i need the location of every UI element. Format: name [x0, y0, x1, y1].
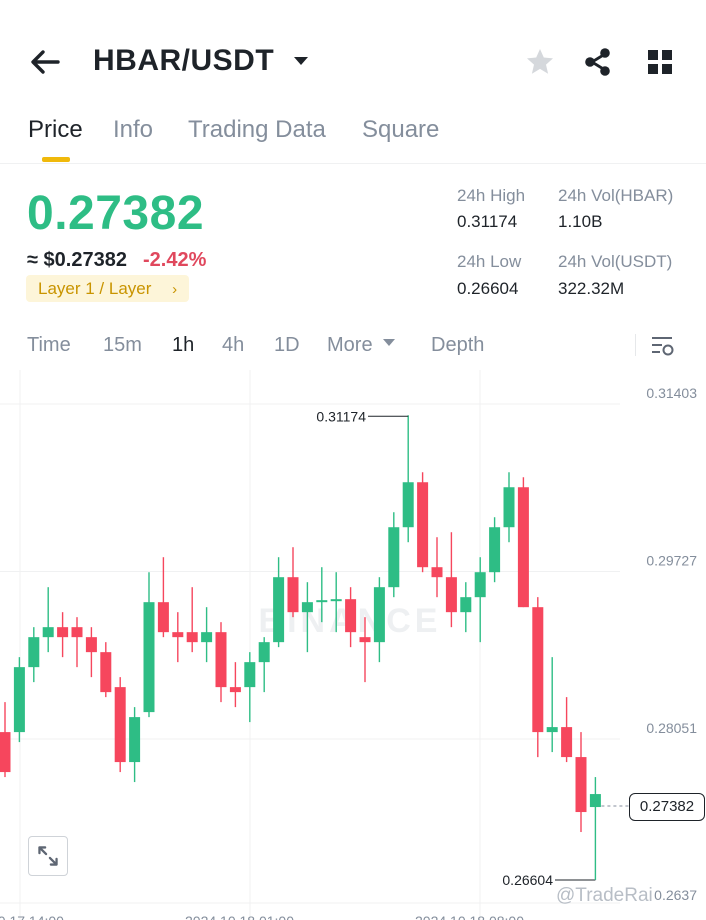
y-axis-label: 0.29727	[646, 553, 697, 569]
interval-1d[interactable]: 1D	[274, 334, 300, 356]
divider	[635, 334, 636, 356]
candle-down	[114, 687, 126, 763]
candle-down	[172, 632, 184, 638]
high-value: 0.31174	[457, 212, 518, 231]
candle-up	[301, 602, 313, 613]
grid-icon[interactable]	[646, 48, 674, 76]
candle-up	[489, 527, 501, 573]
candle-up	[258, 642, 270, 663]
tab-square[interactable]: Square	[362, 116, 440, 143]
y-axis-label: 0.2637	[654, 887, 697, 903]
expand-icon[interactable]	[28, 836, 68, 876]
candle-down	[85, 637, 97, 653]
interval-1h[interactable]: 1h	[172, 334, 195, 356]
candle-up	[460, 597, 472, 613]
vol-base-label: 24h Vol(HBAR)	[558, 186, 674, 205]
x-axis-label: 2024 10 18 01:00	[185, 913, 294, 920]
x-axis-label: 2024 10 18 08:00	[415, 913, 524, 920]
y-axis-label: 0.31403	[646, 385, 697, 401]
tab-trading-data[interactable]: Trading Data	[188, 116, 326, 143]
candle-down	[532, 607, 544, 733]
caret-down-icon	[383, 339, 396, 346]
interval-4h[interactable]: 4h	[222, 334, 245, 356]
candle-up	[330, 599, 342, 602]
interval-bar: Time 15m 1h 4h 1D More Depth	[0, 328, 706, 364]
candle-up	[42, 627, 54, 638]
tab-price[interactable]: Price	[28, 116, 83, 143]
tab-info[interactable]: Info	[113, 116, 154, 143]
share-icon[interactable]	[582, 46, 614, 78]
interval-more[interactable]: More	[327, 334, 396, 357]
interval-depth[interactable]: Depth	[431, 334, 485, 356]
chevron-right-icon: ›	[172, 281, 178, 298]
vol-base-value: 1.10B	[558, 212, 603, 231]
candle-up	[402, 482, 414, 528]
candle-up	[273, 577, 285, 643]
candle-down	[229, 687, 241, 693]
chart-settings-icon[interactable]	[648, 334, 676, 358]
interval-more-label: More	[327, 334, 373, 356]
candle-down	[445, 577, 457, 613]
candle-up	[143, 602, 155, 713]
active-tab-indicator	[42, 157, 70, 162]
high-marker-label: 0.31174	[316, 408, 366, 424]
candle-up	[316, 600, 328, 603]
candle-up	[373, 587, 385, 643]
divider	[0, 163, 706, 164]
pair-title[interactable]: HBAR/USDT	[93, 44, 275, 77]
back-arrow-icon[interactable]	[28, 46, 64, 78]
tab-bar: Price Info Trading Data Square	[0, 112, 706, 164]
candle-up	[13, 667, 25, 733]
candle-down	[417, 482, 429, 568]
candle-down	[561, 727, 573, 758]
high-label: 24h High	[457, 186, 526, 205]
candle-down	[287, 577, 299, 613]
candle-up	[388, 527, 400, 588]
candle-down	[100, 652, 112, 693]
x-axis-label: 10 17 14:00	[0, 913, 64, 920]
candle-up	[589, 794, 601, 808]
candle-down	[215, 632, 227, 688]
low-marker-label: 0.26604	[502, 872, 553, 888]
last-price: 0.27382	[27, 187, 205, 240]
credit-watermark: @TradeRai	[556, 885, 653, 906]
candle-down	[575, 757, 587, 813]
category-tag-label: Layer 1 / Layer	[38, 279, 152, 298]
interval-time[interactable]: Time	[27, 334, 71, 356]
candle-up	[546, 727, 558, 733]
candle-up	[201, 632, 213, 643]
candle-down	[345, 599, 357, 633]
candle-up	[244, 662, 256, 688]
candle-down	[57, 627, 69, 638]
candle-down	[517, 487, 529, 608]
low-value: 0.26604	[457, 279, 519, 298]
vol-quote-label: 24h Vol(USDT)	[558, 252, 673, 271]
category-tag[interactable]: Layer 1 / Layer ›	[26, 275, 190, 302]
candle-down	[431, 567, 443, 578]
candle-down	[359, 637, 371, 643]
y-axis-label: 0.28051	[646, 720, 697, 736]
candle-up	[28, 637, 40, 668]
candle-down	[0, 732, 11, 773]
candle-down	[186, 632, 198, 643]
vol-quote-value: 322.32M	[558, 279, 625, 298]
price-change: -2.42%	[143, 249, 207, 271]
current-price-label: 0.27382	[629, 793, 705, 821]
candle-down	[157, 602, 169, 633]
interval-15m[interactable]: 15m	[103, 334, 142, 356]
usd-price: ≈ $0.27382	[27, 249, 127, 271]
low-label: 24h Low	[457, 252, 522, 271]
candle-up	[474, 572, 486, 598]
star-icon[interactable]	[524, 46, 556, 78]
caret-down-icon[interactable]	[292, 55, 310, 67]
candle-down	[71, 627, 83, 638]
header-bar: HBAR/USDT	[0, 30, 706, 94]
candle-up	[503, 487, 515, 528]
candle-up	[129, 717, 141, 763]
